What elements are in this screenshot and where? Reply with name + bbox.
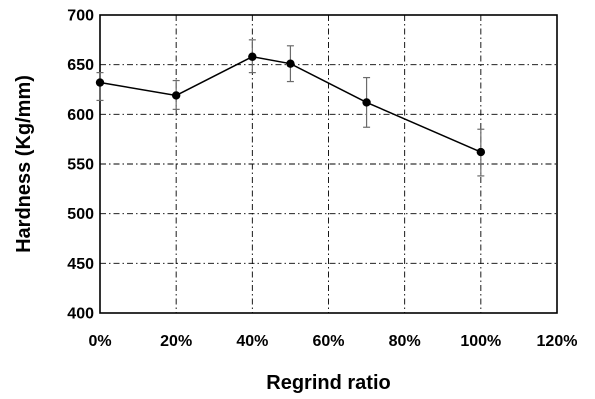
y-tick-label-5: 650 [67, 57, 94, 74]
grid-lines [99, 14, 558, 314]
y-tick-label-2: 500 [67, 206, 94, 223]
y-tick-label-6: 700 [67, 8, 94, 25]
y-tick-label-4: 600 [67, 107, 94, 124]
y-tick-label-1: 450 [67, 256, 94, 273]
series-layer [95, 52, 486, 157]
data-point-0-4 [362, 98, 371, 107]
x-tick-label-3: 60% [312, 333, 344, 350]
data-point-0-3 [286, 59, 295, 68]
plot-frame [99, 14, 558, 314]
data-point-0-5 [476, 147, 486, 157]
x-axis-title: Regrind ratio [266, 372, 390, 394]
x-tick-labels: 0% 20% 40% 60% 80% 100% 120% [88, 333, 577, 350]
y-tick-label-3: 550 [67, 157, 94, 174]
data-point-0-0 [95, 78, 105, 87]
y-tick-labels: 400 450 500 550 600 650 700 [67, 8, 94, 323]
x-tick-label-4: 80% [389, 333, 421, 350]
x-tick-label-0: 0% [88, 333, 111, 350]
series-line-0 [99, 55, 482, 153]
x-tick-label-5: 100% [460, 333, 501, 350]
x-tick-label-6: 120% [537, 333, 578, 350]
y-tick-label-0: 400 [67, 306, 94, 323]
y-axis-title: Hardness (Kg/mm) [13, 75, 35, 253]
x-tick-label-1: 20% [160, 333, 192, 350]
x-tick-label-2: 40% [236, 333, 268, 350]
data-point-0-1 [171, 91, 181, 100]
data-point-0-2 [248, 52, 257, 61]
